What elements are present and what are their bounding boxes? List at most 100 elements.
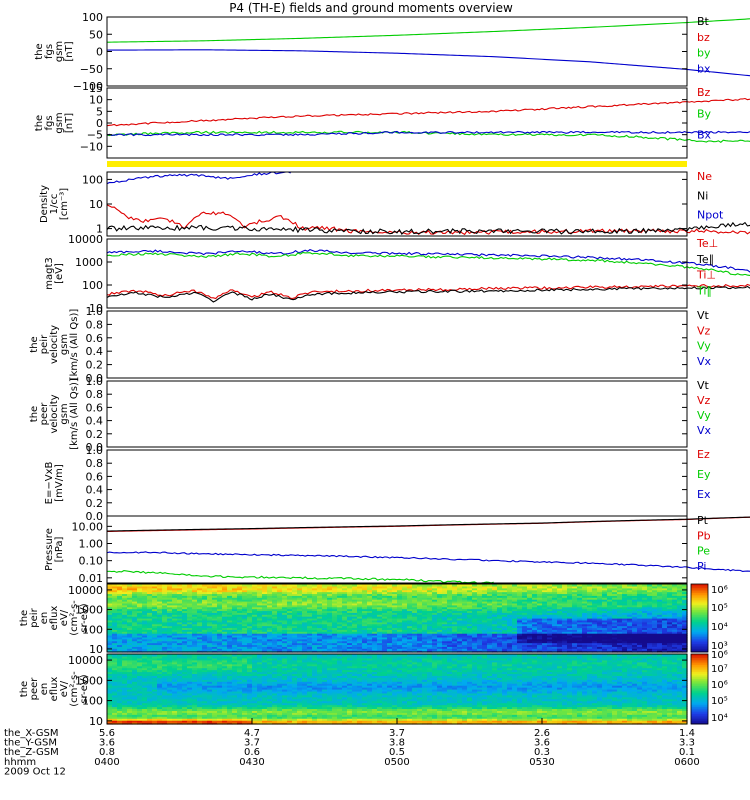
spectrogram-cell [282, 640, 288, 644]
spectrogram-cell [292, 606, 298, 610]
spectrogram-cell [512, 589, 518, 593]
spectrogram-cell [122, 659, 128, 663]
spectrogram-cell [472, 591, 478, 595]
spectrogram-cell [107, 636, 113, 640]
spectrogram-cell [347, 585, 353, 589]
spectrogram-cell [112, 675, 118, 678]
spectrogram-cell [112, 636, 118, 640]
spectrogram-cell [327, 587, 333, 591]
spectrogram-cell [572, 599, 578, 602]
spectrogram-cell [107, 599, 113, 602]
spectrogram-cell [537, 614, 543, 617]
spectrogram-cell [487, 635, 493, 638]
spectrogram-cell [417, 636, 423, 640]
spectrogram-cell [457, 604, 463, 608]
spectrogram-cell [222, 593, 228, 596]
spectrogram-cell [657, 618, 663, 621]
spectrogram-cell [427, 591, 433, 595]
spectrogram-cell [467, 650, 473, 653]
spectrogram-cell [302, 644, 308, 647]
spectrogram-cell [422, 587, 428, 591]
spectrogram-cell [507, 629, 513, 632]
spectrogram-cell [492, 625, 498, 629]
spectrogram-cell [667, 648, 673, 651]
spectrogram-cell [222, 633, 228, 636]
spectrogram-cell [367, 646, 373, 649]
spectrogram-cell [137, 673, 143, 676]
spectrogram-cell [602, 635, 608, 638]
spectrogram-cell [677, 631, 683, 634]
spectrogram-cell [117, 654, 123, 657]
spectrogram-cell [312, 623, 318, 627]
spectrogram-cell [162, 665, 168, 669]
spectrogram-cell [107, 687, 113, 690]
spectrogram-cell [177, 608, 183, 612]
spectrogram-cell [502, 585, 508, 589]
spectrogram-cell [292, 625, 298, 629]
spectrogram-cell [137, 689, 143, 692]
spectrogram-cell [137, 667, 143, 671]
spectrogram-cell [677, 602, 683, 606]
spectrogram-cell [612, 618, 618, 621]
spectrogram-cell [272, 616, 278, 619]
spectrogram-cell [232, 619, 238, 623]
spectrogram-cell [562, 646, 568, 649]
spectrogram-cell [152, 599, 158, 602]
spectrogram-cell [252, 635, 258, 638]
y-tick-label: 1000 [75, 604, 103, 617]
spectrogram-cell [222, 648, 228, 651]
spectrogram-cell [667, 635, 673, 638]
spectrogram-cell [112, 602, 118, 606]
spectrogram-cell [262, 631, 268, 634]
spectrogram-cell [152, 606, 158, 610]
spectrogram-cell [137, 677, 143, 680]
spectrogram-cell [452, 650, 458, 653]
spectrogram-cell [217, 627, 223, 630]
spectrogram-cell [237, 627, 243, 630]
spectrogram-cell [112, 618, 118, 621]
spectrogram-cell [537, 612, 543, 615]
spectrogram-cell [327, 633, 333, 636]
spectrogram-cell [127, 710, 133, 713]
spectrogram-cell [572, 631, 578, 634]
spectrogram-cell [597, 589, 603, 593]
spectrogram-cell [667, 616, 673, 619]
spectrogram-cell [517, 610, 523, 613]
spectrogram-cell [362, 627, 368, 630]
spectrogram-cell [277, 595, 283, 598]
spectrogram-cell [132, 671, 138, 675]
spectrogram-cell [452, 595, 458, 598]
spectrogram-cell [542, 627, 548, 630]
spectrogram-cell [382, 589, 388, 593]
spectrogram-cell [337, 606, 343, 610]
spectrogram-cell [197, 623, 203, 627]
spectrogram-cell [562, 644, 568, 647]
spectrogram-cell [247, 644, 253, 647]
spectrogram-cell [552, 591, 558, 595]
spectrogram-cell [382, 597, 388, 600]
spectrogram-cell [197, 625, 203, 629]
spectrogram-cell [167, 640, 173, 644]
spectrogram-cell [222, 619, 228, 623]
spectrogram-cell [287, 636, 293, 640]
y-tick-label: 100 [82, 279, 103, 292]
spectrogram-cell [157, 589, 163, 593]
spectrogram-cell [202, 614, 208, 617]
spectrogram-cell [132, 589, 138, 593]
spectrogram-cell [632, 585, 638, 589]
spectrogram-cell [522, 616, 528, 619]
spectrogram-cell [457, 648, 463, 651]
spectrogram-cell [417, 612, 423, 615]
spectrogram-cell [517, 614, 523, 617]
spectrogram-cell [422, 610, 428, 613]
spectrogram-cell [292, 616, 298, 619]
spectrogram-cell [187, 610, 193, 613]
spectrogram-cell [267, 587, 273, 591]
spectrogram-cell [592, 601, 598, 604]
spectrogram-cell [637, 648, 643, 651]
spectrogram-cell [467, 584, 473, 587]
spectrogram-cell [662, 623, 668, 627]
spectrogram-cell [312, 638, 318, 642]
spectrogram-cell [377, 612, 383, 615]
spectrogram-cell [342, 591, 348, 595]
